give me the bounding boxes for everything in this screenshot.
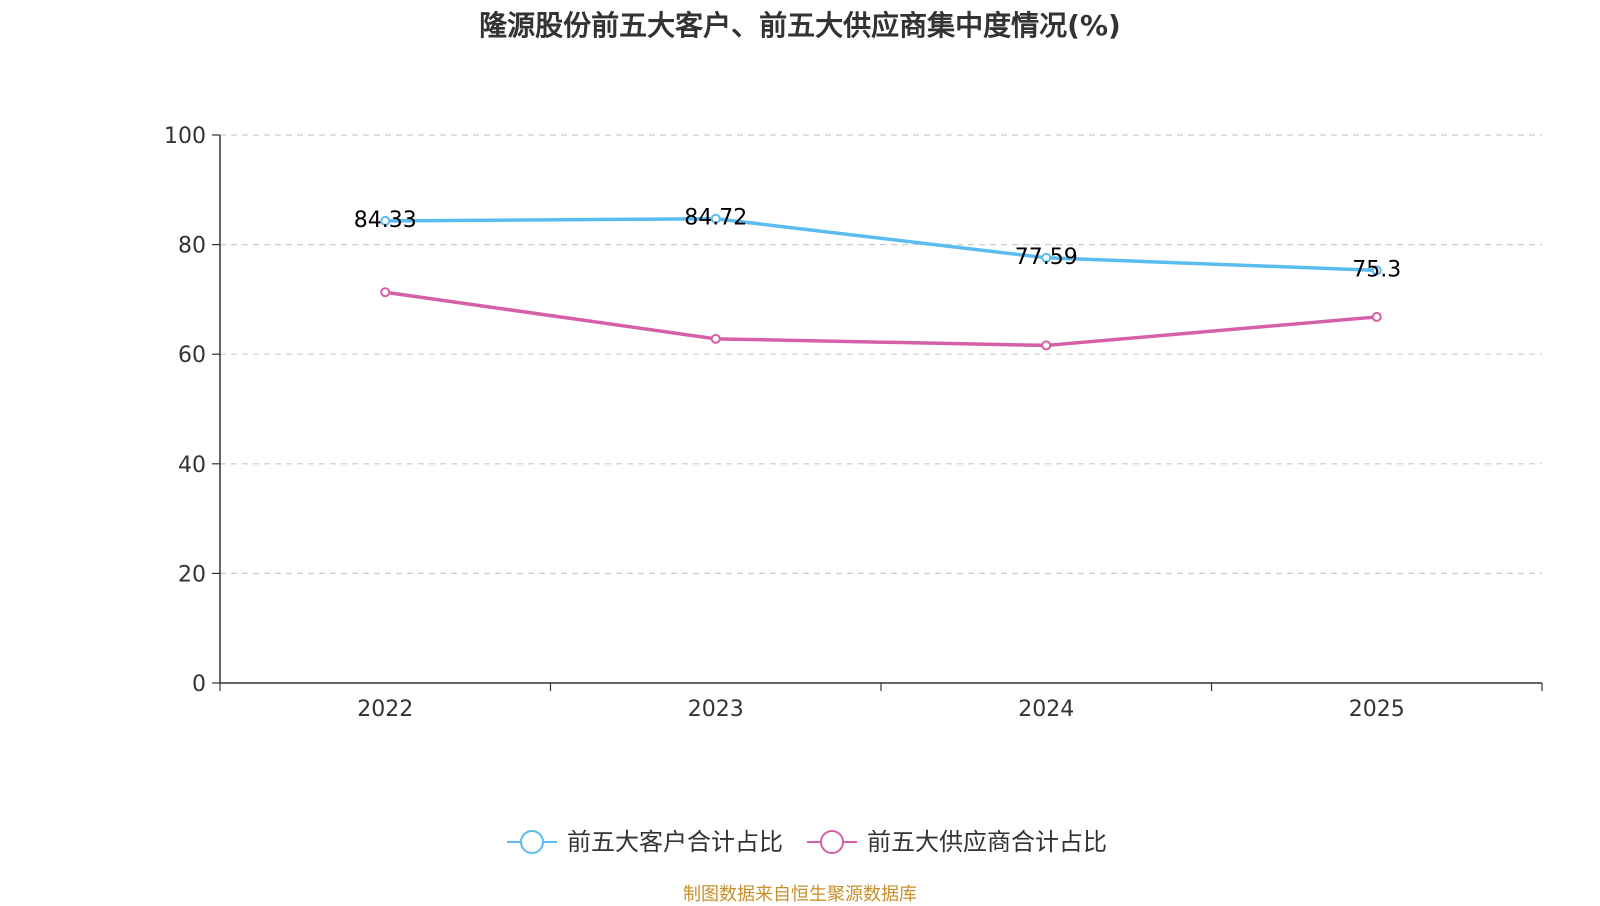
data-point	[1041, 252, 1052, 263]
y-tick-label: 100	[164, 124, 206, 149]
data-label: 75.3	[1352, 257, 1401, 282]
chart-title: 隆源股份前五大客户、前五大供应商集中度情况(%)	[479, 9, 1121, 42]
legend: 前五大客户合计占比 前五大供应商合计占比	[507, 828, 1107, 856]
series-lines	[380, 213, 1382, 351]
data-point	[1371, 265, 1382, 276]
data-point	[380, 215, 391, 226]
grid-lines	[220, 134, 1542, 575]
data-labels: 84.33 84.72 77.59 75.3	[354, 206, 1401, 283]
data-point	[1371, 311, 1382, 322]
legend-marker	[820, 830, 844, 854]
data-point	[1041, 340, 1052, 351]
y-tick-label: 20	[178, 562, 206, 587]
data-label: 84.72	[684, 206, 747, 231]
legend-marker	[520, 830, 544, 854]
y-tick-label: 80	[178, 234, 206, 259]
x-tick-label: 2024	[1018, 697, 1074, 722]
y-tick-label: 40	[178, 453, 206, 478]
data-label: 77.59	[1015, 245, 1078, 270]
y-tick-label: 0	[192, 672, 206, 697]
data-point	[710, 213, 721, 224]
x-tick-label: 2025	[1349, 697, 1405, 722]
source-note: 制图数据来自恒生聚源数据库	[683, 884, 917, 905]
series-line-0	[383, 216, 1379, 273]
y-tick-labels: 0 20 40 60 80 100	[164, 124, 206, 697]
data-point	[380, 287, 391, 298]
data-point	[710, 333, 721, 344]
x-tick-label: 2022	[357, 697, 413, 722]
legend-label: 前五大供应商合计占比	[867, 828, 1107, 856]
series-line-1	[383, 290, 1379, 348]
legend-label: 前五大客户合计占比	[567, 828, 783, 856]
axes	[212, 134, 1543, 691]
x-tick-label: 2023	[688, 697, 744, 722]
y-tick-label: 60	[178, 343, 206, 368]
x-tick-labels: 2022 2023 2024 2025	[357, 697, 1405, 722]
data-label: 84.33	[354, 208, 417, 233]
